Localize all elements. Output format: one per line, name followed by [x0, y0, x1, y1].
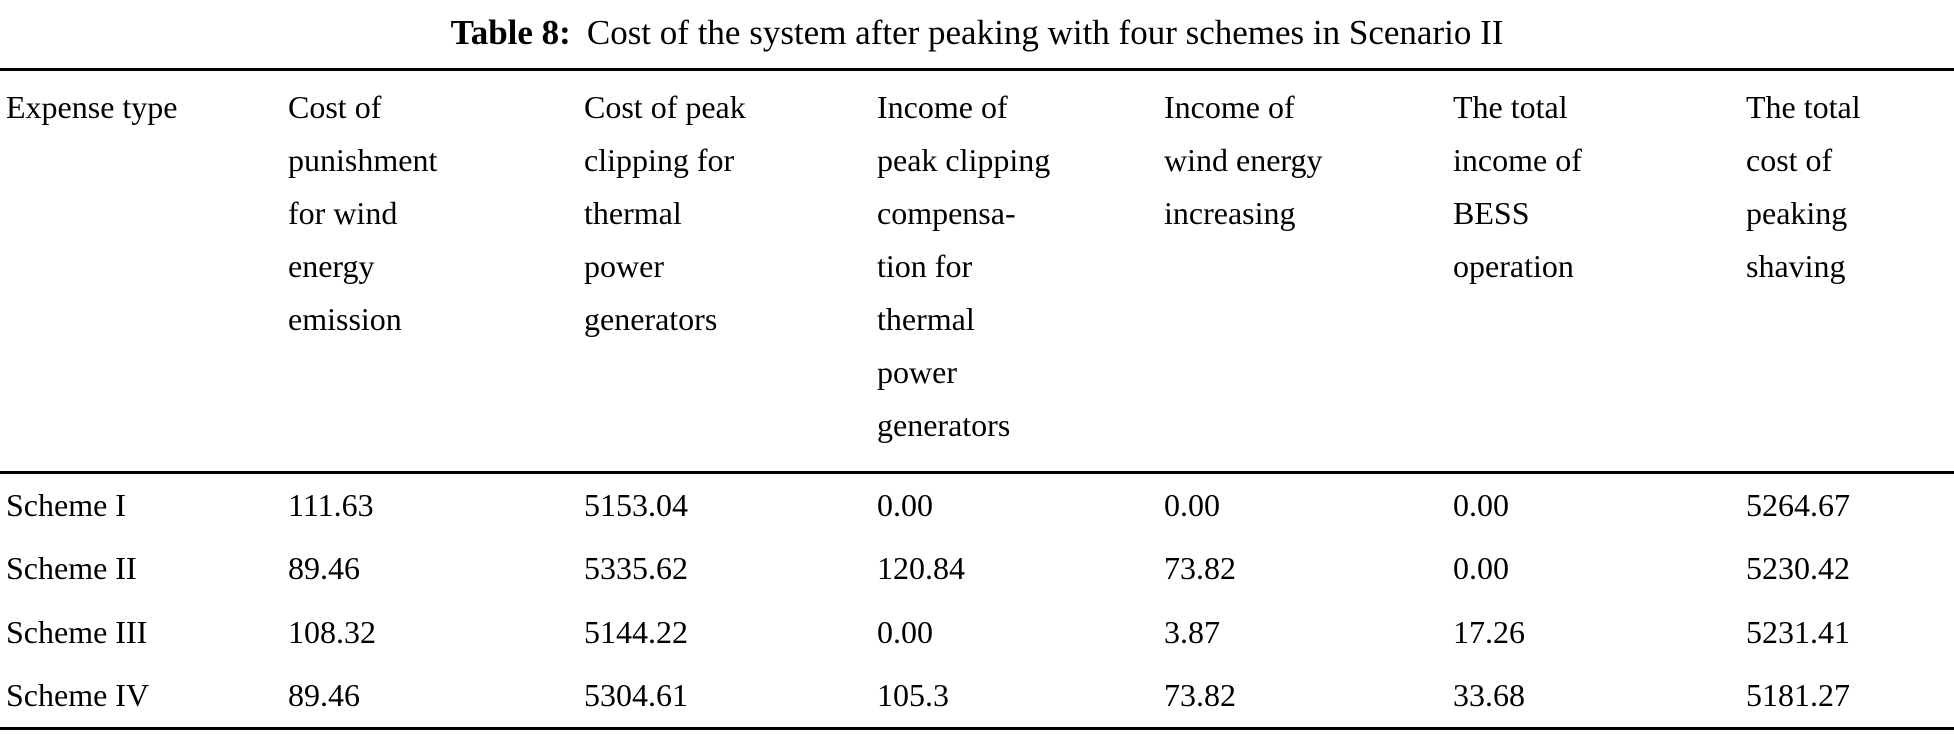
- row-label: Scheme II: [6, 550, 137, 586]
- table-cell: 5153.04: [584, 486, 688, 523]
- column-header-compensation-income: Income of peak clipping compensa- tion f…: [877, 69, 1164, 474]
- column-header-punishment-cost: Cost of punishment for wind energy emiss…: [288, 69, 584, 474]
- row-label: Scheme IV: [6, 677, 150, 714]
- table-cell: 0.00: [1453, 550, 1509, 586]
- row-label: Scheme I: [6, 486, 126, 523]
- column-header-total-cost: The total cost of peaking shaving: [1746, 69, 1954, 474]
- header-row: Expense type Cost of punishment for wind…: [0, 69, 1954, 474]
- table-cell: 5230.42: [1746, 550, 1850, 586]
- table-cell: 73.82: [1164, 550, 1236, 586]
- table-cell: 5304.61: [584, 677, 688, 714]
- table-cell: 5144.22: [584, 614, 688, 650]
- table-cell: 120.84: [877, 550, 965, 586]
- table-cell: 5335.62: [584, 550, 688, 586]
- column-header-peak-clipping-cost: Cost of peak clipping for thermal power …: [584, 69, 877, 474]
- table-caption: Table 8: Cost of the system after peaking…: [0, 0, 1954, 68]
- table-row-scheme-3: Scheme III 108.32 5144.22 0.00 3.87 17.2…: [0, 601, 1954, 665]
- row-label: Scheme III: [6, 614, 148, 650]
- table-cell: 3.87: [1164, 614, 1220, 650]
- table-cell: 89.46: [288, 550, 360, 586]
- table-cell: 105.3: [877, 677, 949, 714]
- table-cell: 5264.67: [1746, 486, 1850, 523]
- column-header-wind-income: Income of wind energy increasing: [1164, 69, 1453, 474]
- table-row-scheme-1: Scheme I 111.63 5153.04 0.00 0.00 0.00 5…: [0, 473, 1954, 537]
- table-cell: 108.32: [288, 614, 376, 650]
- cost-table: Expense type Cost of punishment for wind…: [0, 68, 1954, 730]
- table-row-scheme-2: Scheme II 89.46 5335.62 120.84 73.82 0.0…: [0, 537, 1954, 601]
- table-cell: 5181.27: [1746, 677, 1850, 714]
- table-cell: 0.00: [877, 486, 933, 523]
- table-cell: 0.00: [1453, 486, 1509, 523]
- table-row-scheme-4: Scheme IV 89.46 5304.61 105.3 73.82 33.6…: [0, 665, 1954, 729]
- table-cell: 5231.41: [1746, 614, 1850, 650]
- table-cell: 33.68: [1453, 677, 1525, 714]
- table-caption-text: Cost of the system after peaking with fo…: [586, 13, 1504, 52]
- column-header-bess-income: The total income of BESS operation: [1453, 69, 1746, 474]
- table-cell: 73.82: [1164, 677, 1236, 714]
- column-header-expense-type: Expense type: [0, 69, 288, 474]
- table-cell: 0.00: [1164, 486, 1220, 523]
- table-cell: 89.46: [288, 677, 360, 714]
- table-cell: 111.63: [288, 486, 374, 523]
- table-cell: 17.26: [1453, 614, 1525, 650]
- table-caption-label: Table 8:: [450, 13, 571, 52]
- table-cell: 0.00: [877, 614, 933, 650]
